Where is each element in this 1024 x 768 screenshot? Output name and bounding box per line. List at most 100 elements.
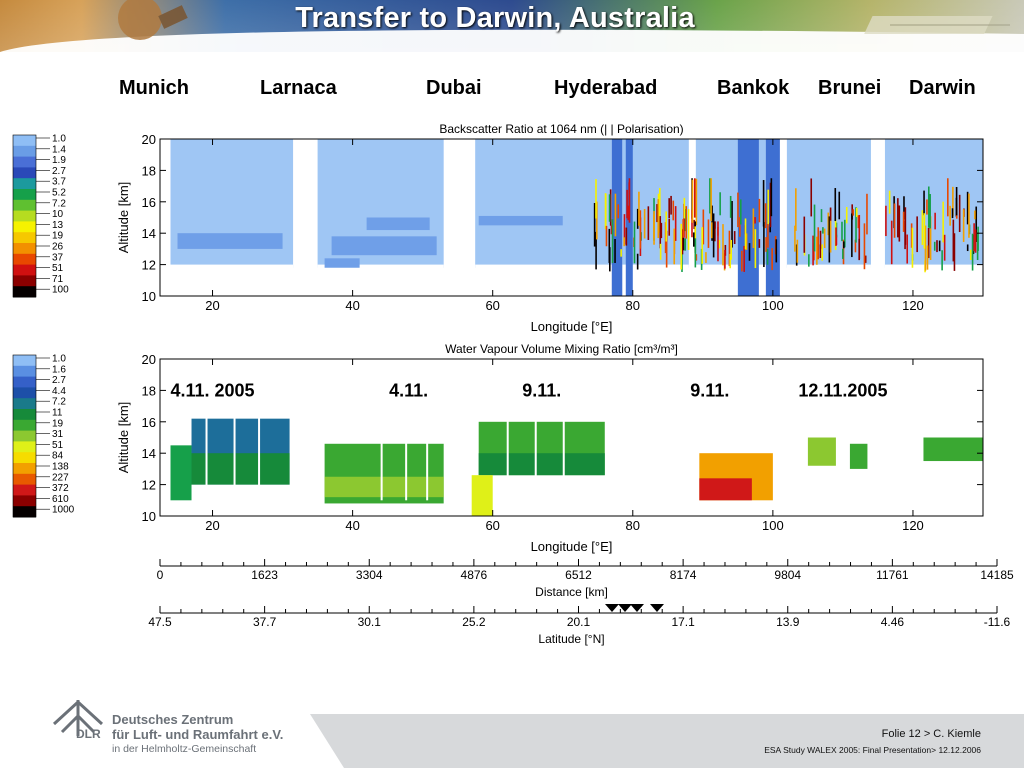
cirrus-streak (683, 197, 686, 219)
city-label-munich: Munich (119, 77, 189, 99)
cirrus-streak (835, 227, 837, 246)
latitude-axis: 47.5 37.7 30.1 25.2 20.1 17.1 13.9 4.46 -11.6 Lat… (148, 606, 1011, 646)
colorbar-label: 1.9 (52, 155, 66, 166)
cirrus-streak (766, 248, 769, 265)
city-label-bankok: Bankok (717, 77, 790, 99)
cirrus-streak (890, 220, 893, 265)
colorbar-label: 11 (52, 408, 63, 419)
colorbar-swatch (13, 387, 36, 399)
city-label-brunei: Brunei (818, 77, 882, 99)
cirrus-streak (633, 221, 636, 264)
x-tick-label: 100 (762, 298, 784, 313)
dlr-logo-text: DLR (76, 727, 101, 741)
cirrus-streak (762, 180, 765, 227)
y-tick-label: 16 (142, 415, 156, 430)
colorbar-label: 2.7 (52, 166, 66, 177)
cirrus-streak (595, 179, 597, 219)
cirrus-streak (691, 179, 694, 223)
cirrus-streak (668, 218, 671, 236)
vapour-block (849, 443, 868, 469)
cirrus-streak (929, 216, 932, 260)
cirrus-streak (609, 189, 612, 226)
cirrus-streak (904, 207, 907, 245)
location-marker (650, 604, 664, 612)
x-tick-label: 20 (205, 298, 219, 313)
cirrus-streak (958, 194, 961, 233)
colorbar-swatch (13, 484, 36, 496)
colorbar-swatch (13, 135, 36, 147)
cirrus-streak (617, 204, 620, 219)
cirrus-streak (794, 225, 796, 252)
x-tick-label: 80 (626, 518, 640, 533)
colorbar-swatch (13, 452, 36, 464)
cirrus-streak (829, 207, 832, 221)
cirrus-streak (938, 240, 941, 252)
cirrus-streak (858, 238, 860, 261)
satellite-icon (118, 0, 188, 40)
distance-axis-tick-label: 3304 (356, 568, 383, 582)
cirrus-streak (672, 200, 675, 221)
cirrus-streak (730, 239, 732, 260)
distance-axis-tick-label: 0 (157, 568, 164, 582)
y-tick-label: 14 (142, 446, 156, 461)
cirrus-streak (739, 217, 741, 237)
cirrus-streak (952, 186, 954, 216)
data-gap (534, 413, 537, 501)
cirrus-streak (610, 225, 613, 235)
city-label-dubai: Dubai (426, 77, 482, 99)
cirrus-streak (668, 198, 670, 219)
cirrus-streak (705, 252, 707, 263)
colorbar-swatch (13, 286, 36, 298)
cirrus-streak (694, 238, 697, 268)
cirrus-streak (729, 253, 732, 269)
presentation-info: ESA Study WALEX 2005: Final Presentation… (764, 745, 981, 755)
cirrus-streak (687, 209, 690, 250)
cirrus-streak (709, 178, 711, 214)
colorbar-swatch (13, 473, 36, 486)
colorbar-frame (12, 134, 37, 298)
cirrus-streak (911, 227, 914, 268)
cirrus-streak (923, 213, 926, 249)
y-tick-label: 10 (142, 289, 156, 304)
cirrus-streak (822, 227, 824, 234)
cirrus-streak (827, 212, 830, 236)
cirrus-streak (623, 214, 626, 245)
cirrus-streak (927, 227, 930, 259)
header-banner (0, 0, 1024, 52)
vapour-block (478, 453, 605, 476)
y-tick-label: 12 (142, 258, 156, 273)
colorbar-label: 7.2 (52, 198, 66, 209)
x-tick-label: 40 (345, 518, 359, 533)
cirrus-streak (823, 228, 826, 248)
distance-axis-tick-label: 9804 (774, 568, 801, 582)
below-signal-gap (170, 264, 294, 296)
cirrus-streak (845, 206, 848, 224)
plot-frame (159, 358, 984, 517)
cirrus-streak (728, 230, 731, 267)
colorbar-label: 71 (52, 274, 64, 285)
y-tick-label: 20 (142, 352, 156, 367)
latitude-axis-tick-label: -11.6 (984, 615, 1011, 629)
cirrus-streak (647, 206, 650, 240)
colorbar-swatch (13, 178, 36, 190)
cirrus-streak (902, 211, 905, 232)
aerosol-layer (366, 217, 430, 231)
colorbar-label: 1.6 (52, 364, 66, 375)
x-tick-label: 120 (902, 518, 924, 533)
city-label-hyderabad: Hyderabad (554, 77, 658, 99)
distance-axis-tick-label: 14185 (980, 568, 1014, 582)
cirrus-streak (659, 187, 661, 233)
cirrus-streak (714, 221, 716, 229)
distance-axis-tick-label: 1623 (251, 568, 278, 582)
cirrus-streak (906, 234, 909, 264)
vapour-block (699, 478, 752, 501)
colorbar-label: 84 (52, 451, 64, 462)
x-axis-label: Longitude [°E] (531, 319, 613, 334)
cirrus-streak (625, 227, 628, 246)
cirrus-streak (681, 229, 684, 255)
cirrus-streak (817, 227, 820, 260)
x-tick-label: 100 (762, 518, 784, 533)
aerosol-layer (177, 233, 283, 249)
cirrus-streak (953, 233, 956, 271)
distance-axis-tick-label: 11761 (876, 568, 909, 582)
